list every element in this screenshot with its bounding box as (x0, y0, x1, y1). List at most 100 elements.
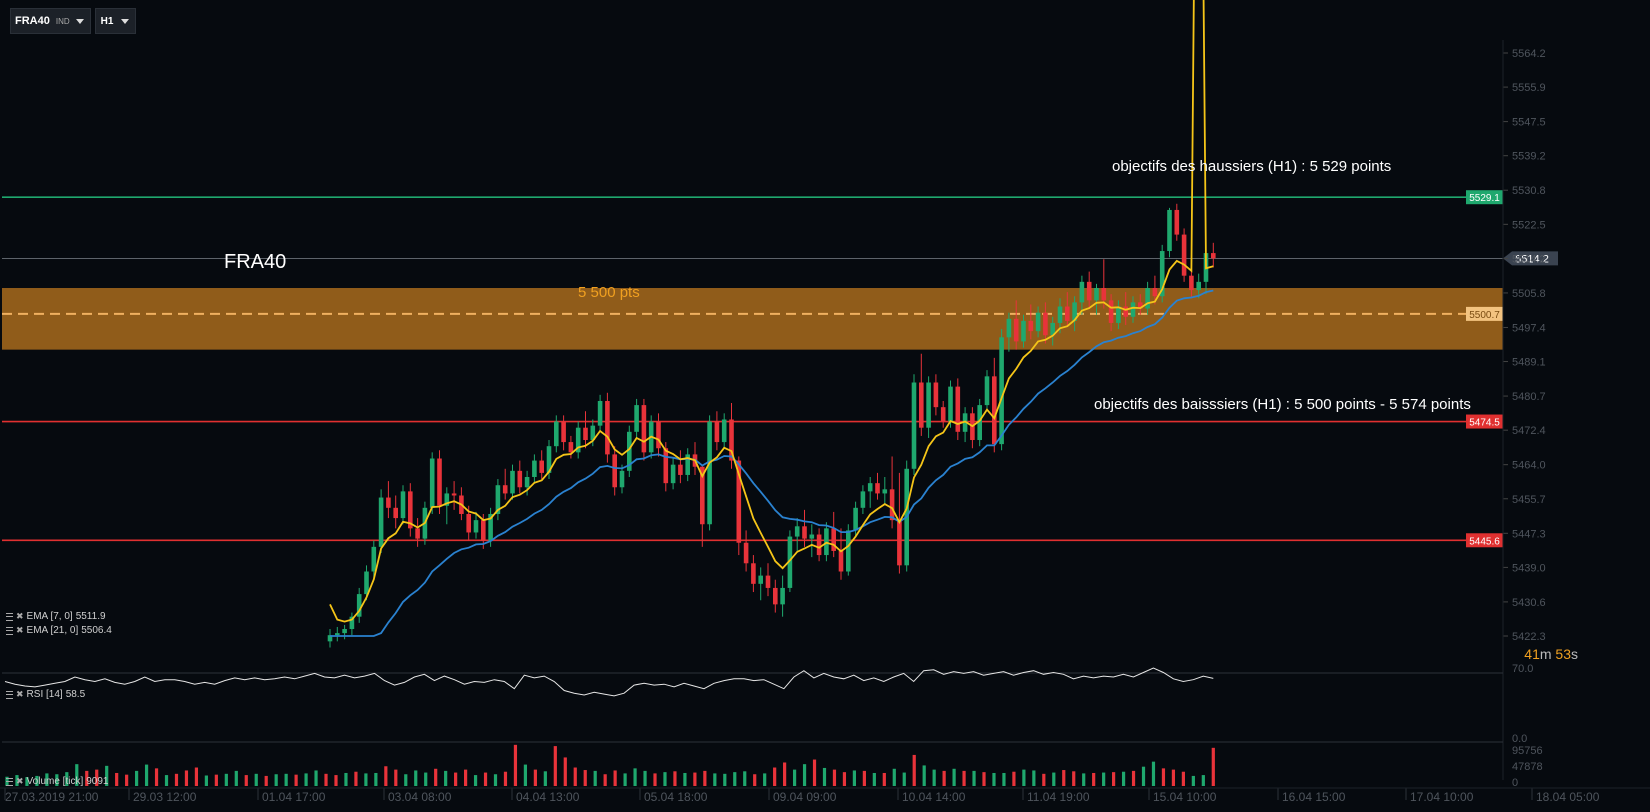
volume-bar (503, 771, 508, 786)
volume-bar (75, 764, 79, 786)
settings-lines-icon[interactable] (6, 612, 13, 621)
candle-body (1086, 281, 1092, 301)
settings-lines-icon[interactable] (6, 626, 13, 635)
candle-body (977, 405, 982, 441)
volume-bar (673, 771, 677, 786)
volume-bar (912, 754, 916, 786)
volume-bar (214, 774, 218, 786)
candle-body (605, 400, 610, 455)
timeframe-select[interactable]: H1 (94, 8, 137, 34)
ema21-legend: ✖ EMA [21, 0] 5506.4 (6, 625, 112, 636)
candle-body (1138, 302, 1143, 309)
candle-body (356, 594, 362, 617)
x-tick-label: 03.04 08:00 (388, 790, 452, 804)
candle-body (634, 405, 639, 432)
y-tick-label: 5564.2 (1512, 48, 1546, 60)
candle-body (1145, 288, 1150, 309)
candle-body (1013, 318, 1019, 342)
x-tick-label: 10.04 14:00 (902, 790, 966, 804)
candle-body (429, 458, 435, 508)
volume-bar (872, 772, 876, 786)
x-tick-label: 29.03 12:00 (133, 790, 197, 804)
volume-bar (663, 772, 667, 786)
candle-body (1130, 302, 1136, 317)
candle-body (897, 520, 902, 566)
volume-bar (274, 774, 278, 786)
current-price-label: 5514.2 (1515, 253, 1549, 265)
ema21-line (330, 289, 1214, 637)
candle-body (575, 427, 581, 453)
symbol-select[interactable]: FRA40 IND (10, 8, 91, 34)
timeframe-value: H1 (100, 15, 114, 27)
rsi-line (4, 667, 1214, 697)
candle-body (1057, 306, 1063, 323)
candle-body (546, 446, 552, 473)
volume-bar (85, 770, 89, 786)
volume-bar (832, 769, 837, 786)
rsi-label: RSI [14] (26, 689, 63, 700)
candle-body (765, 575, 771, 588)
candle-body (794, 526, 800, 537)
volume-tick-label: 47878 (1512, 761, 1543, 773)
candle-body (371, 546, 377, 572)
volume-bar (1201, 775, 1205, 786)
volume-value: 9091 (86, 776, 109, 787)
close-icon[interactable]: ✖ (16, 689, 24, 699)
support-2-price-label: 5445.6 (1469, 536, 1500, 547)
current-price-tag (1503, 251, 1558, 266)
candle-body (1159, 251, 1165, 297)
candle-body (846, 530, 851, 572)
candle-body (758, 575, 763, 584)
volume-bar (942, 770, 946, 786)
volume-bar (1181, 771, 1185, 786)
candle-body (554, 421, 559, 447)
volume-bar (135, 770, 139, 786)
candle-body (948, 386, 953, 422)
volume-bar (902, 772, 906, 786)
x-tick-label: 04.04 13:00 (516, 790, 580, 804)
candle-body (1021, 320, 1026, 342)
volume-bar (603, 774, 607, 786)
candle-body (780, 587, 785, 605)
candle-body (488, 513, 493, 541)
volume-bar (483, 772, 488, 786)
volume-bar (55, 774, 59, 786)
candle-body (386, 497, 391, 508)
settings-lines-icon[interactable] (6, 777, 13, 786)
volume-bar (822, 767, 827, 786)
x-tick-label: 05.04 18:00 (644, 790, 708, 804)
candle-body (1065, 306, 1070, 321)
candle-body (751, 563, 756, 584)
y-tick-label: 5439.0 (1512, 562, 1546, 574)
candle-body (1094, 288, 1099, 301)
x-tick-label: 01.04 17:00 (262, 790, 326, 804)
volume-bar (25, 777, 29, 786)
candle-countdown: 41m 53s (1524, 646, 1578, 662)
volume-bar (763, 773, 767, 786)
volume-bar (792, 769, 797, 786)
candle-body (875, 483, 880, 494)
y-tick-label: 5555.9 (1512, 82, 1546, 94)
volume-bar (1072, 771, 1076, 786)
volume-bar (683, 772, 687, 786)
candle-body (641, 405, 647, 453)
volume-bar (164, 775, 169, 786)
volume-bar (463, 769, 468, 786)
settings-lines-icon[interactable] (6, 690, 13, 699)
candle-body (853, 507, 858, 531)
volume-bar (573, 767, 577, 786)
y-tick-label: 5497.4 (1512, 322, 1546, 334)
volume-bar (174, 773, 179, 786)
x-tick-label: 11.04 19:00 (1027, 790, 1090, 804)
volume-bar (434, 768, 438, 786)
close-icon[interactable]: ✖ (16, 611, 24, 621)
volume-bar (613, 770, 617, 786)
symbol-name: FRA40 (15, 15, 50, 27)
candle-body (1211, 253, 1216, 259)
close-icon[interactable]: ✖ (16, 776, 24, 786)
candle-body (860, 491, 866, 508)
close-icon[interactable]: ✖ (16, 625, 24, 635)
candle-body (933, 382, 939, 408)
volume-bar (125, 774, 129, 786)
